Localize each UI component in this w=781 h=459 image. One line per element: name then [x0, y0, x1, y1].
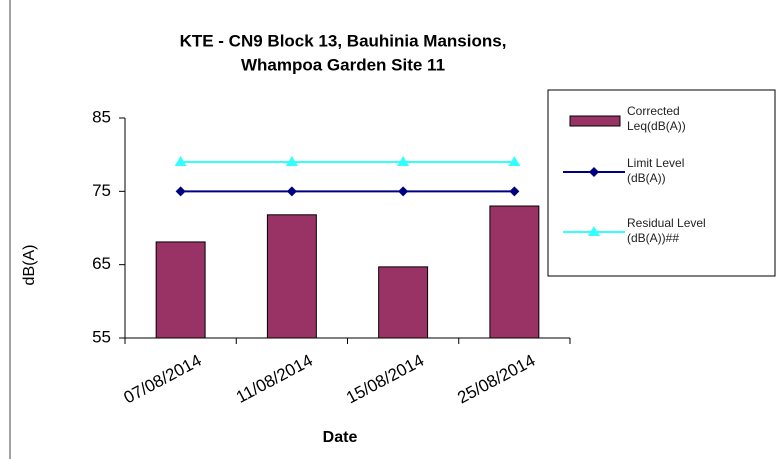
marker	[285, 156, 298, 166]
marker	[397, 156, 410, 166]
y-tick-label: 75	[92, 181, 111, 200]
marker	[509, 186, 520, 197]
x-tick-label: 07/08/2014	[121, 351, 205, 408]
marker	[286, 186, 297, 197]
x-tick-label: 11/08/2014	[233, 351, 316, 407]
legend-label: Residual Level (dB(A))##	[627, 216, 709, 245]
marker	[589, 167, 599, 177]
marker	[174, 156, 187, 166]
bar	[155, 241, 206, 339]
x-axis-label: Date	[323, 429, 358, 446]
legend-label: Corrected Leq(dB(A))	[627, 104, 686, 133]
marker	[398, 186, 409, 197]
marker	[175, 186, 186, 197]
marker	[588, 226, 600, 236]
legend-label: Limit Level (dB(A))	[627, 156, 688, 185]
marker	[508, 156, 521, 166]
chart-title: KTE - CN9 Block 13, Bauhinia Mansions,	[180, 31, 507, 50]
y-tick-label: 65	[92, 254, 111, 273]
bar	[489, 205, 540, 339]
bar	[266, 214, 317, 339]
y-tick-label: 55	[92, 327, 111, 346]
y-tick-label: 85	[92, 107, 111, 126]
chart-title: Whampoa Garden Site 11	[241, 55, 445, 74]
y-axis-label: dB(A)	[21, 245, 38, 286]
x-tick-label: 15/08/2014	[343, 351, 427, 408]
bar	[378, 266, 429, 339]
legend-swatch	[569, 115, 621, 127]
x-tick-label: 25/08/2014	[454, 351, 538, 408]
